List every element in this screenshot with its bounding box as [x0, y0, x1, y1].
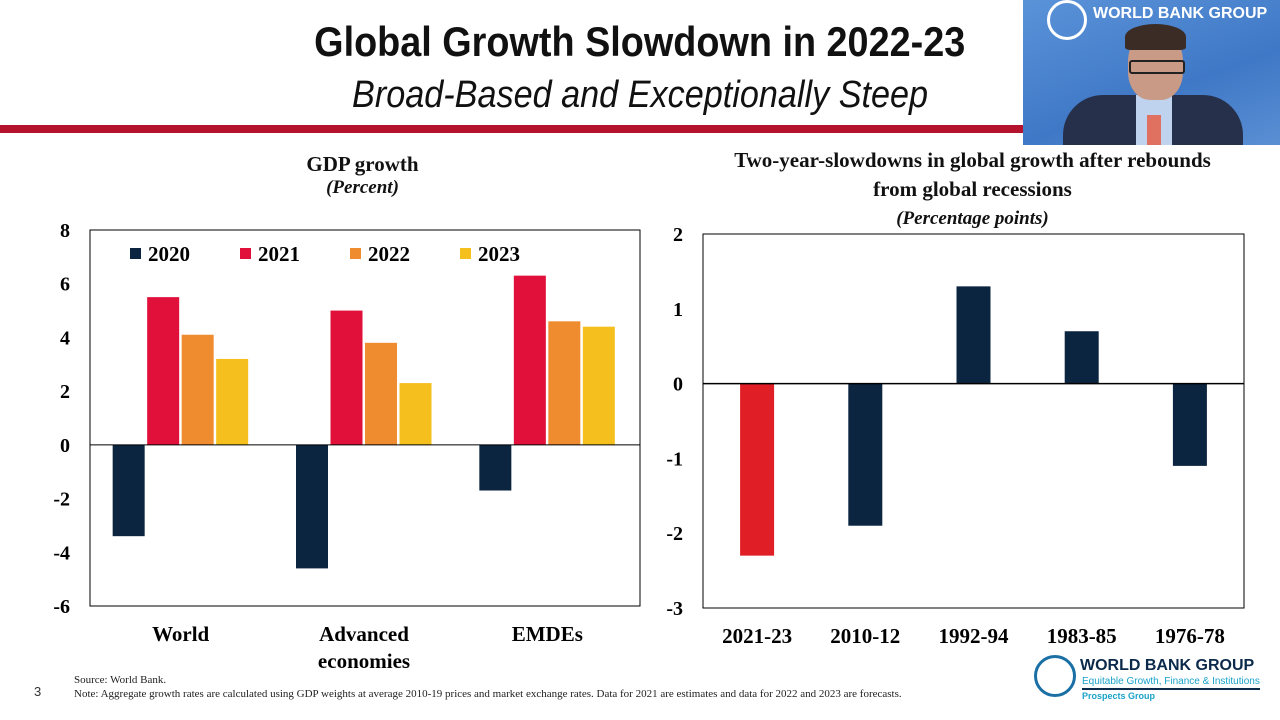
x-tick-label: Advanced	[319, 622, 409, 646]
legend-label-2023: 2023	[478, 242, 520, 266]
legend-swatch-2022	[350, 248, 361, 259]
slide-title: Global Growth Slowdown in 2022-23	[314, 18, 966, 65]
bar-2021-advanced-economies	[330, 310, 363, 445]
note-text: Note: Aggregate growth rates are calcula…	[74, 688, 902, 700]
logo-tagline: Equitable Growth, Finance & Institutions	[1082, 676, 1260, 690]
chart1-title: GDP growth	[306, 152, 419, 176]
bar-2023-emdes	[582, 326, 615, 445]
chart2-title-block: Two-year-slowdowns in global growth afte…	[720, 146, 1225, 233]
presenter-tie	[1147, 115, 1161, 145]
bar-2020-world	[112, 444, 145, 537]
bar-1992-94	[956, 286, 991, 384]
y-tick-label: 1	[673, 299, 683, 321]
world-bank-globe-icon	[1047, 0, 1087, 40]
y-tick-label: -2	[53, 489, 70, 511]
legend-label-2022: 2022	[368, 242, 410, 266]
y-tick-label: 4	[60, 327, 70, 349]
bar-2023-advanced-economies	[399, 383, 432, 445]
bar-2020-advanced-economies	[296, 444, 328, 569]
chart1-unit: (Percent)	[326, 177, 399, 198]
bar-1983-85	[1064, 331, 1099, 384]
y-tick-label: -3	[666, 598, 683, 620]
x-tick-label: 2021-23	[722, 624, 792, 648]
bar-2021-emdes	[513, 275, 546, 445]
globe-icon	[1034, 655, 1076, 697]
bar-2020-emdes	[479, 444, 512, 491]
legend-swatch-2023	[460, 248, 471, 259]
x-tick-label: EMDEs	[512, 622, 583, 646]
legend-swatch-2020	[130, 248, 141, 259]
logo-group: Prospects Group	[1082, 691, 1156, 701]
bar-2022-advanced-economies	[365, 342, 397, 445]
source-text: Source: World Bank.	[74, 674, 167, 686]
x-tick-label: economies	[318, 649, 410, 673]
bar-1976-78	[1172, 383, 1207, 466]
y-tick-label: -6	[53, 596, 70, 618]
chart2-frame	[702, 233, 1245, 609]
presenter-hair	[1125, 24, 1186, 50]
x-tick-label: 1976-78	[1155, 624, 1225, 648]
y-tick-label: -4	[53, 542, 70, 564]
bar-2021-world	[147, 297, 180, 445]
logo-name: WORLD BANK GROUP	[1080, 657, 1255, 674]
page-number: 3	[34, 684, 42, 699]
slide-subtitle: Broad-Based and Exceptionally Steep	[351, 74, 929, 116]
bar-2022-emdes	[548, 321, 581, 445]
legend-swatch-2021	[240, 248, 251, 259]
chart2-unit: (Percentage points)	[896, 208, 1049, 229]
y-tick-label: -2	[666, 523, 683, 545]
accent-divider	[0, 125, 1025, 133]
chart1-frame	[89, 229, 641, 607]
world-bank-logo: WORLD BANK GROUP Equitable Growth, Finan…	[1034, 655, 1264, 701]
y-tick-label: 0	[673, 374, 683, 396]
bar-2021-23	[740, 383, 775, 556]
y-tick-label: 8	[60, 220, 70, 242]
y-tick-label: 6	[60, 274, 70, 296]
bar-2023-world	[216, 358, 249, 445]
presenter-video: WORLD BANK GROUP	[1023, 0, 1280, 145]
y-tick-label: 0	[60, 435, 70, 457]
presenter-glasses	[1129, 60, 1185, 74]
y-tick-label: 2	[60, 381, 70, 403]
x-tick-label: 2010-12	[830, 624, 900, 648]
video-brand: WORLD BANK GROUP	[1093, 5, 1268, 22]
x-tick-label: World	[152, 622, 209, 646]
x-tick-label: 1992-94	[939, 624, 1009, 648]
chart1-title-block: GDP growth (Percent)	[160, 150, 565, 202]
legend-label-2021: 2021	[258, 242, 300, 266]
chart2-title: Two-year-slowdowns in global growth afte…	[734, 148, 1211, 201]
y-tick-label: 2	[673, 224, 683, 246]
legend-label-2020: 2020	[148, 242, 190, 266]
y-tick-label: -1	[666, 448, 683, 470]
bar-2010-12	[848, 383, 883, 526]
x-tick-label: 1983-85	[1047, 624, 1117, 648]
bar-2022-world	[181, 334, 214, 445]
